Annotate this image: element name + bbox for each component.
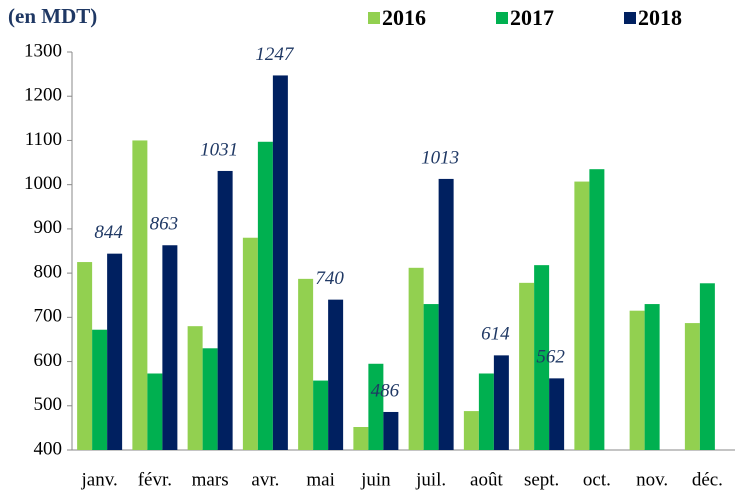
x-tick-label: sept. — [524, 469, 559, 490]
value-label: 844 — [94, 222, 123, 243]
bar — [463, 411, 479, 450]
bar — [242, 237, 258, 450]
bar — [629, 310, 645, 450]
x-tick-label: mai — [306, 469, 335, 490]
legend-swatch — [496, 12, 508, 24]
bar — [589, 169, 605, 450]
bar — [328, 299, 344, 450]
y-tick-label: 900 — [34, 217, 63, 238]
bar — [574, 181, 590, 450]
y-tick-label: 1000 — [24, 173, 62, 194]
bar — [534, 265, 550, 450]
legend-label: 2016 — [382, 5, 426, 30]
bar — [272, 75, 288, 450]
bar — [478, 373, 494, 450]
y-tick-label: 600 — [34, 350, 63, 371]
value-label: 614 — [481, 324, 510, 345]
bar — [298, 278, 314, 450]
bar — [519, 282, 535, 450]
bar — [383, 411, 399, 450]
y-tick-label: 700 — [34, 306, 63, 327]
bar — [684, 323, 700, 450]
y-tick-label: 800 — [34, 261, 63, 282]
value-label: 740 — [315, 268, 344, 289]
legend-label: 2017 — [510, 5, 554, 30]
bar — [368, 363, 384, 450]
x-tick-label: juil. — [415, 469, 446, 490]
value-label: 486 — [371, 380, 400, 401]
y-tick-label: 1300 — [24, 40, 62, 61]
bar — [423, 304, 439, 450]
bar — [147, 373, 163, 450]
y-tick-label: 500 — [34, 394, 63, 415]
x-tick-label: avr. — [251, 469, 279, 490]
x-tick-label: févr. — [138, 469, 172, 490]
bar — [217, 170, 233, 451]
x-tick-label: mars — [192, 469, 229, 490]
bar — [202, 348, 218, 450]
y-tick-label: 400 — [34, 438, 63, 459]
value-label: 562 — [536, 347, 565, 368]
value-label: 1247 — [255, 44, 295, 65]
bar — [162, 245, 178, 450]
bar — [438, 178, 454, 450]
bar — [699, 283, 715, 450]
value-label: 1013 — [421, 147, 459, 168]
bar — [187, 326, 203, 450]
legend-label: 2018 — [638, 5, 682, 30]
legend-swatch — [368, 12, 380, 24]
value-label: 863 — [150, 214, 179, 235]
bar — [92, 329, 108, 450]
x-tick-label: août — [470, 469, 503, 490]
legend-swatch — [624, 12, 636, 24]
bar — [132, 140, 148, 450]
bar — [408, 267, 424, 450]
x-tick-label: janv. — [81, 469, 118, 490]
x-tick-label: juin — [360, 469, 391, 490]
y-tick-label: 1100 — [25, 129, 62, 150]
x-tick-label: déc. — [692, 469, 723, 490]
chart-title: (en MDT) — [8, 4, 97, 28]
bar — [257, 141, 273, 450]
bar — [77, 262, 93, 450]
bar — [107, 253, 123, 450]
x-tick-label: oct. — [583, 469, 611, 490]
bar — [493, 355, 509, 450]
bar — [313, 380, 329, 450]
bar — [644, 304, 660, 450]
x-tick-label: nov. — [636, 469, 668, 490]
y-tick-label: 1200 — [24, 85, 62, 106]
bar — [549, 378, 565, 450]
value-label: 1031 — [200, 139, 238, 160]
bar — [353, 427, 369, 450]
